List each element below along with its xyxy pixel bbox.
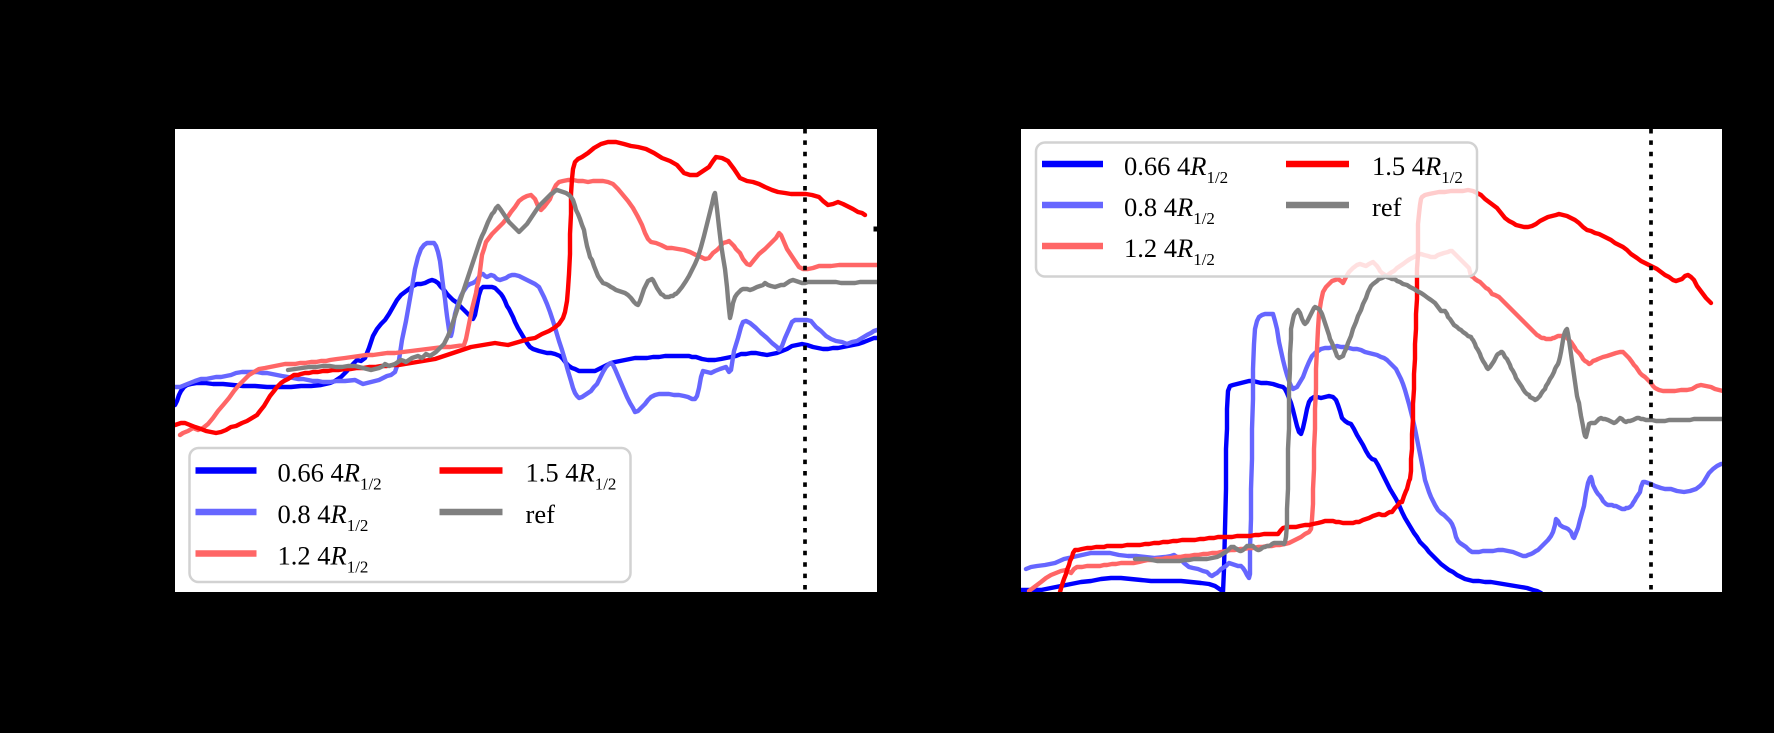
svg-text:ref: ref: [1372, 192, 1402, 222]
svg-text:ref: ref: [526, 499, 556, 529]
